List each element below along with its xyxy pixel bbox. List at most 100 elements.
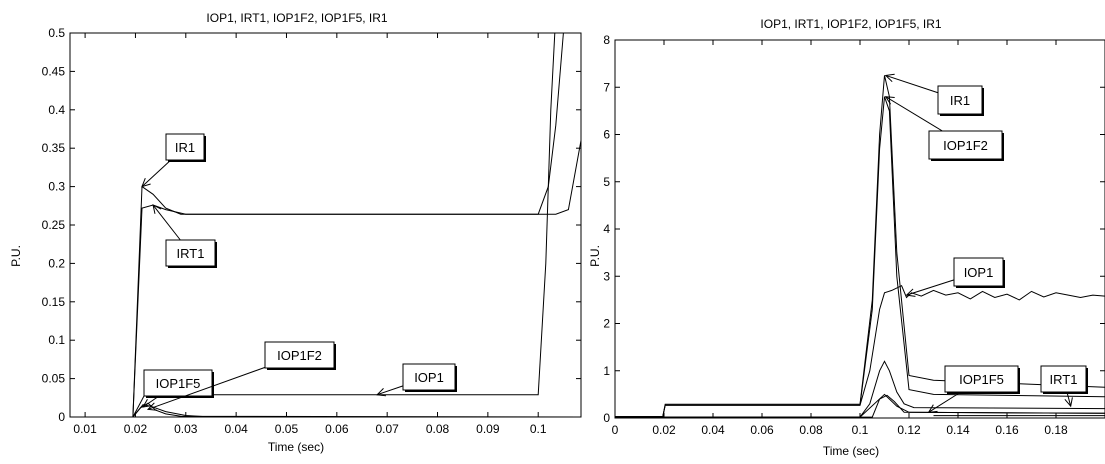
annotation-box bbox=[953, 257, 1004, 287]
annotation-box bbox=[264, 341, 335, 369]
y-tick-label: 0.2 bbox=[48, 256, 65, 270]
annotation-label: IOP1F2 bbox=[277, 348, 322, 363]
annotation-box bbox=[937, 85, 983, 115]
x-axis-label: Time (sec) bbox=[823, 444, 879, 458]
x-tick-label: 0.14 bbox=[946, 423, 970, 437]
annotation-ir1: IR1 bbox=[141, 133, 206, 188]
series-line-iop1 bbox=[70, 33, 556, 417]
x-tick-label: 0.08 bbox=[799, 423, 823, 437]
y-tick-label: 2 bbox=[603, 317, 610, 331]
series-group bbox=[70, 33, 581, 417]
y-tick-label: 0.1 bbox=[48, 333, 65, 347]
x-tick-label: 0.12 bbox=[897, 423, 921, 437]
annotation-box bbox=[944, 365, 1019, 393]
x-tick-label: 0.09 bbox=[476, 422, 500, 436]
annotation-label: IOP1F5 bbox=[959, 372, 1004, 387]
series-group bbox=[615, 75, 1105, 418]
annotation-irt1: IRT1 bbox=[152, 204, 217, 268]
y-tick-label: 0 bbox=[58, 410, 65, 424]
chart-right: IOP1, IRT1, IOP1F2, IOP1F5, IR1 P.U. Tim… bbox=[588, 17, 1105, 458]
y-tick-label: 0.45 bbox=[42, 64, 66, 78]
annotation-label: IR1 bbox=[175, 140, 195, 155]
y-tick-label: 1 bbox=[603, 364, 610, 378]
annotation-iop1: IOP1 bbox=[905, 257, 1005, 297]
x-tick-label: 0.02 bbox=[652, 423, 676, 437]
y-tick-label: 0.35 bbox=[42, 141, 66, 155]
series-line-iop1 bbox=[615, 285, 1105, 418]
annotation-iop1f2: IOP1F2 bbox=[884, 96, 1004, 161]
annotation-arrow bbox=[147, 366, 266, 410]
y-axis-label: P.U. bbox=[9, 245, 23, 267]
annotation-label: IOP1 bbox=[414, 370, 444, 385]
annotation-iop1: IOP1 bbox=[376, 363, 457, 397]
y-tick-label: 6 bbox=[603, 128, 610, 142]
annotation-arrow bbox=[885, 96, 943, 132]
annotation-ir1: IR1 bbox=[884, 73, 984, 116]
annotation-arrow bbox=[906, 279, 955, 296]
y-tick-label: 3 bbox=[603, 269, 610, 283]
y-tick-label: 0 bbox=[603, 411, 610, 425]
annotation-arrowhead bbox=[152, 204, 162, 214]
y-tick-label: 0.25 bbox=[42, 218, 66, 232]
x-tick-label: 0.1 bbox=[530, 422, 547, 436]
annotation-label: IR1 bbox=[950, 93, 970, 108]
chart-title: IOP1, IRT1, IOP1F2, IOP1F5, IR1 bbox=[206, 11, 388, 25]
annotation-iop1f5: IOP1F5 bbox=[927, 365, 1020, 413]
annotation-arrowhead bbox=[141, 178, 151, 188]
series-line-irt1 bbox=[615, 394, 1105, 418]
series-line-iop1f5 bbox=[615, 360, 1105, 418]
x-tick-label: 0.06 bbox=[750, 423, 774, 437]
annotation-arrowhead bbox=[146, 402, 158, 411]
annotation-label: IOP1F5 bbox=[156, 376, 201, 391]
x-tick-label: 0.04 bbox=[224, 422, 248, 436]
annotation-arrow bbox=[1066, 391, 1072, 407]
x-tick-label: 0 bbox=[612, 423, 619, 437]
annotation-box bbox=[143, 369, 213, 397]
x-tick-label: 0.18 bbox=[1044, 423, 1068, 437]
annotation-arrow bbox=[142, 395, 160, 408]
x-tick-label: 0.05 bbox=[275, 422, 299, 436]
y-tick-label: 4 bbox=[603, 222, 610, 236]
series-line-iop1f5 bbox=[70, 402, 581, 417]
y-tick-label: 0.15 bbox=[42, 295, 66, 309]
annotation-arrowhead bbox=[905, 288, 916, 297]
annotation-arrow bbox=[376, 385, 404, 396]
annotation-label: IOP1 bbox=[964, 265, 994, 280]
annotation-label: IRT1 bbox=[1050, 372, 1078, 387]
y-tick-label: 5 bbox=[603, 175, 610, 189]
y-tick-label: 0.5 bbox=[48, 26, 65, 40]
annotation-label: IRT1 bbox=[177, 246, 205, 261]
y-tick-label: 0.05 bbox=[42, 372, 66, 386]
annotation-arrow bbox=[928, 391, 962, 413]
x-tick-label: 0.07 bbox=[375, 422, 399, 436]
series-line-irt1 bbox=[70, 140, 581, 417]
annotation-box bbox=[165, 239, 216, 267]
annotation-arrow bbox=[885, 74, 939, 94]
annotation-box bbox=[928, 130, 1003, 160]
x-tick-label: 0.02 bbox=[124, 422, 148, 436]
x-axis-label: Time (sec) bbox=[268, 440, 324, 454]
annotation-box bbox=[1040, 365, 1087, 393]
series-line bbox=[615, 393, 1105, 418]
x-tick-label: 0.01 bbox=[73, 422, 97, 436]
series-line-ir1 bbox=[70, 33, 564, 417]
annotation-arrow bbox=[152, 204, 181, 241]
annotation-arrowhead bbox=[884, 96, 895, 105]
annotation-arrowhead bbox=[884, 73, 895, 83]
annotation-arrow bbox=[141, 159, 172, 187]
x-tick-label: 0.03 bbox=[174, 422, 198, 436]
y-tick-label: 7 bbox=[603, 80, 610, 94]
annotation-iop1f2: IOP1F2 bbox=[146, 341, 336, 411]
y-tick-label: 0.4 bbox=[48, 103, 65, 117]
x-tick-label: 0.04 bbox=[701, 423, 725, 437]
annotation-arrowhead bbox=[927, 404, 938, 413]
x-tick-label: 0.06 bbox=[325, 422, 349, 436]
x-tick-label: 0.16 bbox=[995, 423, 1019, 437]
annotation-box bbox=[402, 363, 456, 391]
annotation-irt1: IRT1 bbox=[1040, 365, 1088, 408]
x-tick-label: 0.08 bbox=[426, 422, 450, 436]
annotation-arrowhead bbox=[142, 398, 152, 408]
chart-title: IOP1, IRT1, IOP1F2, IOP1F5, IR1 bbox=[760, 17, 942, 31]
y-tick-label: 8 bbox=[603, 33, 610, 47]
